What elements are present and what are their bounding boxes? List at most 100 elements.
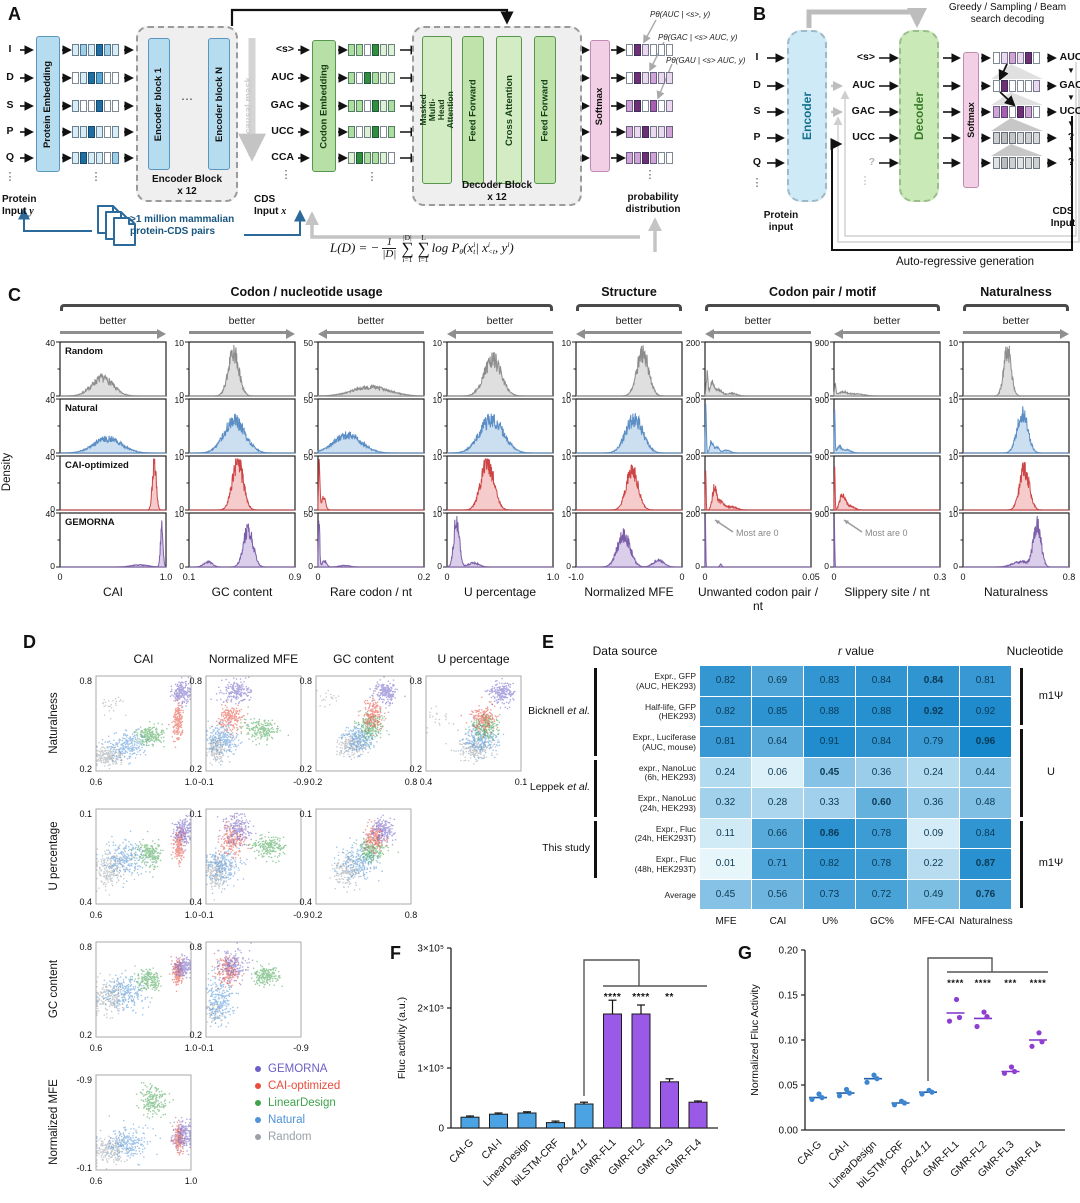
embedding-cell (72, 126, 79, 138)
prob-dist-label: Pθ(GAC | <s> AUC, y) (658, 33, 738, 42)
data-point (864, 1079, 870, 1085)
svg-text:GEMORNA: GEMORNA (65, 517, 115, 528)
svg-text:0.2: 0.2 (409, 764, 422, 774)
embedding-cell (364, 72, 371, 84)
histogram-plot: 900 0 (815, 395, 941, 457)
next-token-arrow-icon: ▼ (1067, 145, 1075, 154)
embedding-cell (1017, 157, 1024, 169)
embedding-cell (634, 126, 641, 138)
probability-vector (626, 152, 674, 164)
svg-text:0: 0 (824, 447, 829, 457)
histogram-plot: 10 00.1 0.9 (175, 509, 302, 582)
bar (688, 1101, 708, 1129)
nucleotide-label: m1Ψ (1038, 689, 1064, 702)
embedding-cell (104, 126, 111, 138)
heatmap-cell: 0.91 (804, 727, 855, 757)
svg-text:50: 50 (304, 395, 314, 405)
histogram-plot: 200 00 0.05 Most are 0 (686, 509, 820, 582)
embedding-cell (1009, 106, 1016, 118)
svg-text:0: 0 (953, 447, 958, 457)
svg-text:****: **** (1030, 978, 1047, 989)
embedding-cell (666, 44, 673, 56)
bar (460, 1116, 480, 1129)
embedding-cell (634, 100, 641, 112)
histogram-plot: 10 0 (562, 395, 683, 457)
better-arrow-head-icon (318, 328, 327, 339)
scatter-plot: 0.8 0.2 0.6 1.0 (79, 675, 197, 787)
histogram-plot: 10 0 (175, 395, 296, 457)
embedding-cell (626, 152, 633, 164)
svg-text:0: 0 (308, 447, 313, 457)
heatmap-cell: 0.82 (804, 849, 855, 879)
heatmap-cell: 0.88 (804, 696, 855, 726)
encoder-ellipsis: ⋯ (181, 92, 195, 106)
better-label: better (744, 315, 772, 327)
svg-text:0.05: 0.05 (802, 572, 820, 582)
svg-text:0.15: 0.15 (779, 991, 799, 1002)
heatmap-cell: 0.73 (804, 879, 855, 909)
svg-text:0.8: 0.8 (189, 942, 202, 952)
protein-letter-b: S (753, 105, 761, 117)
legend-item: Natural (255, 1111, 340, 1128)
probability-vector (626, 100, 674, 112)
decoder-caption: Decoder Block x 12 (461, 180, 533, 203)
protein-embedding-vector (72, 100, 120, 112)
svg-text:0.6: 0.6 (90, 1043, 103, 1053)
heatmap-cell: 0.11 (700, 818, 751, 848)
svg-text:3×10⁵: 3×10⁵ (417, 944, 444, 955)
svg-text:0.00: 0.00 (779, 1126, 799, 1137)
panel-b-label: B (753, 4, 766, 24)
data-point (836, 1093, 843, 1099)
protein-embedding-vector (72, 152, 120, 164)
data-point (819, 1095, 825, 1101)
svg-text:0: 0 (831, 572, 836, 582)
embedding-cell (1009, 52, 1016, 64)
better-label: better (99, 315, 127, 327)
histogram-plot: 40 0 Natural (46, 395, 167, 457)
data-point (956, 1014, 963, 1021)
x-axis-title: Unwanted codon pair / nt (697, 585, 819, 613)
cds-out-token: GAC (1059, 79, 1080, 91)
data-point (891, 1102, 898, 1108)
embedding-cell (388, 44, 395, 56)
embedding-cell (993, 106, 1000, 118)
nucleotide-bar (1020, 820, 1023, 908)
embedding-cell (96, 100, 103, 112)
svg-text:****: **** (947, 978, 964, 989)
embedding-cell (388, 152, 395, 164)
embedding-cell (634, 72, 641, 84)
heatmap-row-label: Expr., NanoLuc (24h, HEK293) (637, 793, 696, 813)
codon-embedding-vector (348, 44, 396, 56)
embedding-cell (96, 152, 103, 164)
encoder-block-1-label: Encoder block 1 (153, 67, 165, 141)
histogram-plot: 10 0 (175, 338, 296, 400)
embedding-cell (80, 100, 87, 112)
cds-out-token: AUC (1059, 51, 1080, 63)
svg-text:-0.1: -0.1 (198, 777, 214, 787)
svg-text:0.10: 0.10 (779, 1036, 799, 1047)
data-point (984, 1014, 990, 1020)
svg-text:0: 0 (695, 504, 700, 514)
svg-text:0: 0 (824, 504, 829, 514)
svg-text:40: 40 (46, 338, 56, 348)
data-point (974, 1023, 980, 1030)
legend-dot-icon (255, 1082, 261, 1089)
data-point (926, 1087, 932, 1093)
softmax-label-a: Softmax (594, 87, 606, 125)
svg-text:0.05: 0.05 (779, 1081, 799, 1092)
svg-text:0.8: 0.8 (405, 777, 418, 787)
bar (660, 1081, 679, 1129)
svg-text:0: 0 (50, 390, 55, 400)
svg-text:10: 10 (949, 452, 959, 462)
histogram-plot: 900 00 0.3 Most are 0 (815, 509, 946, 582)
nucleotide-label: m1Ψ (1038, 857, 1064, 870)
embedding-cell (88, 126, 95, 138)
encoder-caption: Encoder Block x 12 (151, 174, 223, 197)
histogram-plot: 50 00 0.2 (304, 509, 431, 582)
svg-text:0: 0 (695, 447, 700, 457)
heatmap-col-label: U% (821, 916, 839, 927)
decoded-probability-vector (993, 106, 1041, 118)
panel-a-architecture: A Protein Embedding Encoder block 1 ⋯ En… (0, 0, 745, 285)
cds-in-token: GAC (851, 105, 875, 117)
better-arrow-line (714, 331, 811, 334)
